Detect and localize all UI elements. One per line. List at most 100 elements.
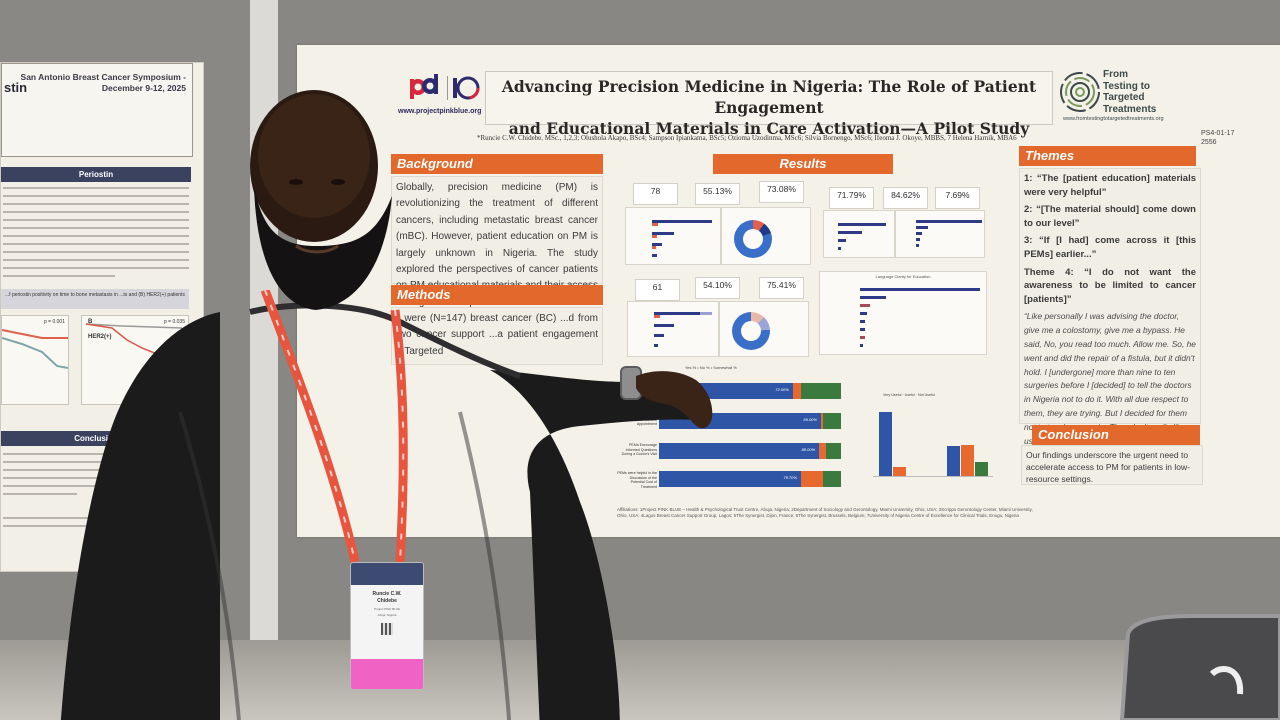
left-poster-title: stin (4, 80, 28, 95)
p-value-b: p = 0.035 (164, 319, 185, 325)
badge-affiliation: Project PINK BLUE (374, 607, 400, 611)
chart-bar (916, 220, 982, 223)
chart-bar (838, 239, 846, 242)
badge-name-line: Chidebe (377, 598, 397, 604)
author-list: *Runcie C.W. Chidebe, MSc., 1,2,3; Olush… (477, 134, 1017, 142)
testing-to-targeted-logo-icon (1060, 72, 1100, 112)
chart-bar (652, 243, 662, 246)
chart-bar (860, 312, 867, 315)
bar-somewhat (822, 413, 841, 429)
badge-country: Abuja, Nigeria (377, 613, 397, 617)
kpi-card: 61 (635, 279, 680, 301)
chart-bar (916, 232, 922, 235)
chart-bar (860, 336, 865, 339)
qr-code-icon (381, 623, 393, 635)
section-background-header: Background (391, 154, 603, 174)
column-useful (961, 445, 974, 476)
ten-year-anniversary-icon (447, 76, 480, 100)
donut-panel-1 (721, 207, 811, 265)
bar-no (800, 471, 823, 487)
column-useful (893, 467, 906, 476)
bar-label: PEMs were helpful in the Discussion of t… (617, 471, 657, 489)
donut-panel-2 (719, 301, 809, 357)
bar-panel-1 (625, 207, 721, 265)
person-head (250, 90, 392, 310)
poster-code: PS4-01-17 2556 (1201, 129, 1234, 147)
partner-org-line: From (1103, 69, 1128, 80)
chart-bar (838, 223, 886, 226)
bar-no (792, 383, 802, 399)
section-themes-header: Themes (1019, 146, 1196, 166)
theme-item: 1: “The [patient education] materials we… (1024, 173, 1196, 198)
bar-yes: 78.70% (659, 471, 801, 487)
donut-hole (743, 229, 763, 249)
chart-bar (860, 344, 863, 347)
main-poster: www.projectpinkblue.org Advancing Precis… (297, 45, 1280, 537)
bar-somewhat (822, 471, 841, 487)
bar-value: 88.00% (801, 447, 816, 452)
partner-org-url: www.fromtestingtotargetedtreatments.org (1063, 116, 1164, 122)
section-periostin: Periostin (1, 167, 191, 182)
theme-item: 3: “If [I had] come across it [this PEMs… (1024, 235, 1196, 260)
bar-panel-2 (823, 210, 895, 258)
km-curve-a (1, 329, 69, 369)
org-url: www.projectpinkblue.org (398, 108, 482, 115)
badge-name-line: Runcie C.W. (372, 591, 402, 597)
km-panel-label: B (88, 319, 93, 325)
kpi-value: 54.10% (703, 280, 732, 290)
column-legend: Very Useful · Useful · Not Useful (883, 393, 935, 397)
project-pink-blue-logo-icon (410, 74, 438, 99)
column-very-useful (879, 412, 892, 476)
stacked-legend: Yes % • No % • Somewhat % (685, 365, 737, 370)
bar-no (820, 413, 823, 429)
kpi-value: 78 (650, 186, 661, 196)
theme-item: 2: “[The material should] come down to o… (1024, 204, 1196, 229)
theme-item: Theme 4: “I do not want the awareness to… (1024, 266, 1196, 305)
section-methods-header: Methods (391, 285, 603, 305)
chart-bar (652, 223, 658, 226)
bar-somewhat (801, 383, 841, 399)
chart-bar (916, 226, 928, 229)
bar-value: 89.00% (803, 417, 817, 422)
stacked-bar: 78.70% (659, 471, 841, 487)
poster-title-line1: Advancing Precision Medicine in Nigeria:… (501, 77, 1037, 117)
chart-bar (654, 334, 664, 337)
chart-bar (652, 235, 657, 238)
stacked-bar: 88.00% (659, 443, 841, 459)
chart-title: Language Clarity for Education (875, 274, 931, 279)
partner-org-line: Treatments (1103, 103, 1157, 115)
kpi-value: 55.13% (703, 186, 732, 196)
kpi-value: 75.41% (767, 280, 796, 290)
column-very-useful (947, 446, 960, 476)
chart-bar (652, 254, 657, 257)
kpi-card: 71.79% (829, 187, 874, 209)
kpi-value: 73.08% (767, 184, 796, 194)
partner-org-name: From Testing to Targeted Treatments (1103, 69, 1156, 115)
left-poster-header: stin San Antonio Breast Cancer Symposium… (1, 63, 193, 157)
badge-header (351, 563, 423, 585)
bar-yes: 88.00% (659, 443, 820, 459)
bar-panel-3 (895, 210, 985, 258)
bar-value: 78.70% (783, 475, 797, 480)
legend-item: Useful (904, 393, 915, 397)
bar-somewhat (826, 443, 841, 459)
bar-label: PEMs Encourage Informed Questions During… (621, 443, 657, 457)
chart-bar (916, 244, 919, 247)
badge-pink-ribbon (351, 659, 423, 689)
chart-bar (652, 232, 674, 235)
km-plot-a: p = 0.001 (1, 315, 69, 405)
kpi-card: 75.41% (759, 277, 804, 299)
kpi-card: 7.69% (935, 187, 980, 209)
section-conclusion-header: Conclusion (1032, 425, 1200, 445)
kpi-card: 73.08% (759, 181, 804, 203)
kpi-card: 78 (633, 183, 678, 205)
kpi-value: 61 (652, 282, 663, 292)
kpi-card: 84.62% (883, 187, 928, 209)
donut-hole (741, 321, 761, 341)
chair (1119, 614, 1280, 720)
kpi-card: 54.10% (695, 277, 740, 299)
chart-bar (860, 296, 886, 299)
poster-number: 2556 (1201, 139, 1217, 146)
badge-name: Runcie C.W. Chidebe (351, 591, 423, 605)
chart-bar (654, 312, 700, 315)
